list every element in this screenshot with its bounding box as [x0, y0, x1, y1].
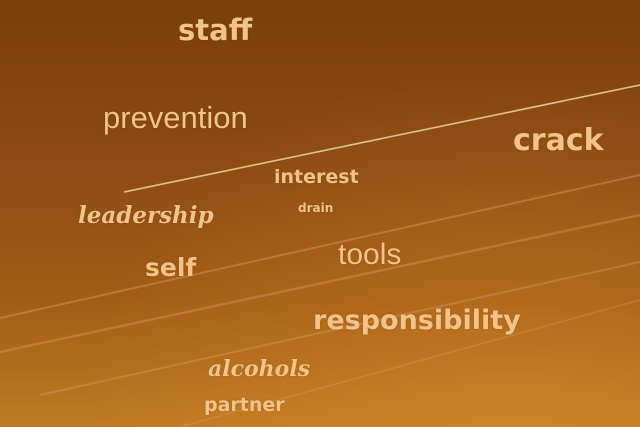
word-leadership: leadership: [78, 202, 214, 229]
contrail-line: [0, 174, 640, 319]
contrail-line: [0, 213, 640, 354]
word-crack: crack: [513, 123, 604, 158]
word-self: self: [145, 253, 197, 282]
word-tools: tools: [338, 238, 402, 271]
word-interest: interest: [274, 166, 359, 188]
word-responsibility: responsibility: [313, 305, 521, 336]
word-partner: partner: [204, 394, 285, 416]
contrail-line: [123, 84, 640, 193]
word-drain: drain: [298, 201, 334, 215]
word-prevention: prevention: [103, 100, 248, 135]
contrail-line: [39, 261, 640, 396]
contrail-line: [179, 299, 640, 427]
word-staff: staff: [178, 13, 253, 47]
word-alcohols: alcohols: [208, 356, 311, 382]
